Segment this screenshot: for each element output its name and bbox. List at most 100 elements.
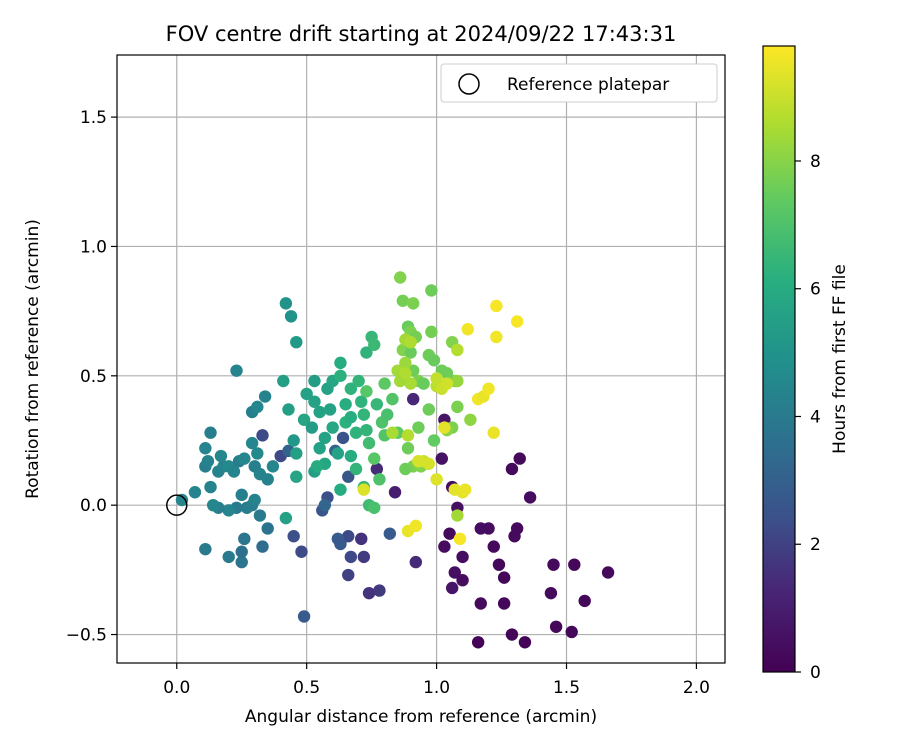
data-point (505, 462, 519, 476)
data-point (396, 294, 410, 307)
data-point (282, 403, 295, 416)
colorbar (762, 45, 796, 673)
data-point (360, 423, 373, 437)
colorbar-ticks: 0 2 4 6 8 (795, 152, 821, 683)
data-point (360, 385, 373, 398)
data-point (464, 413, 477, 426)
y-tick-label: 1.5 (80, 108, 107, 128)
data-point (471, 636, 485, 649)
data-point (404, 377, 417, 390)
data-point (344, 382, 358, 395)
data-point (336, 431, 350, 445)
data-point (342, 568, 355, 582)
data-point (497, 597, 511, 610)
data-point (386, 426, 399, 439)
colorbar-tick-label: 8 (810, 152, 821, 172)
data-point (357, 483, 371, 496)
data-point (388, 486, 402, 499)
data-point (256, 429, 269, 442)
y-tick-label: 1.0 (80, 237, 107, 257)
data-point (404, 335, 417, 349)
x-tick-label: 2.0 (683, 678, 710, 698)
data-point (357, 550, 371, 564)
data-point (222, 550, 235, 564)
legend: Reference platepar (440, 63, 718, 103)
data-point (381, 408, 394, 421)
data-point (261, 473, 274, 486)
data-point (297, 610, 311, 623)
y-axis-label: Rotation from reference (arcmin) (23, 219, 43, 499)
data-point (238, 532, 251, 546)
colorbar-label: Hours from first FF file (830, 264, 850, 454)
data-point (349, 462, 363, 476)
data-point (401, 429, 415, 442)
data-point (513, 452, 526, 465)
data-point (409, 555, 423, 569)
data-point (199, 542, 212, 556)
data-point (222, 504, 235, 517)
data-point (323, 403, 337, 416)
data-points (175, 271, 615, 649)
data-point (578, 594, 591, 608)
data-point (362, 586, 376, 600)
data-point (284, 310, 298, 323)
data-point (510, 522, 524, 535)
data-point (412, 454, 425, 468)
plot-frame (116, 54, 726, 664)
data-point (497, 571, 511, 584)
data-point (201, 454, 215, 468)
data-point (251, 447, 264, 460)
data-point (407, 392, 420, 406)
data-point (549, 620, 563, 633)
reference-platepar-marker (166, 494, 188, 516)
data-point (204, 480, 217, 494)
data-point (342, 470, 355, 483)
data-point (251, 400, 264, 414)
data-point (487, 426, 500, 439)
data-point (492, 558, 506, 571)
data-point (277, 374, 290, 388)
data-point (261, 522, 274, 535)
data-point (310, 460, 324, 473)
data-point (417, 377, 430, 390)
data-point (318, 431, 332, 445)
y-axis-ticks: −0.5 0.0 0.5 1.0 1.5 (66, 108, 117, 646)
data-point (355, 395, 368, 408)
data-point (256, 540, 269, 553)
data-point (373, 473, 386, 486)
data-point (399, 462, 412, 476)
data-point (601, 566, 615, 579)
data-point (326, 421, 339, 434)
data-point (523, 491, 537, 504)
data-point (544, 586, 558, 600)
data-point (373, 584, 386, 597)
data-point (305, 421, 319, 434)
data-point (258, 390, 272, 403)
data-point (399, 356, 412, 370)
data-point (204, 426, 217, 439)
legend-box (440, 63, 718, 103)
data-point (456, 550, 469, 564)
data-point (451, 343, 464, 357)
colorbar-tick-label: 4 (810, 407, 821, 427)
data-point (368, 501, 381, 514)
data-point (295, 545, 308, 558)
data-point (308, 395, 321, 408)
data-point (175, 493, 189, 507)
data-point (427, 354, 441, 367)
data-point (422, 403, 435, 416)
data-point (505, 628, 519, 641)
data-point (412, 421, 425, 434)
data-point (370, 398, 384, 411)
data-point (430, 473, 443, 486)
data-point (287, 434, 300, 447)
data-point (344, 411, 358, 424)
data-point (453, 532, 467, 546)
data-point (451, 509, 464, 522)
data-point (474, 597, 487, 610)
data-point (425, 284, 438, 297)
data-point (386, 392, 399, 406)
data-point (290, 470, 303, 483)
data-point (370, 462, 384, 476)
